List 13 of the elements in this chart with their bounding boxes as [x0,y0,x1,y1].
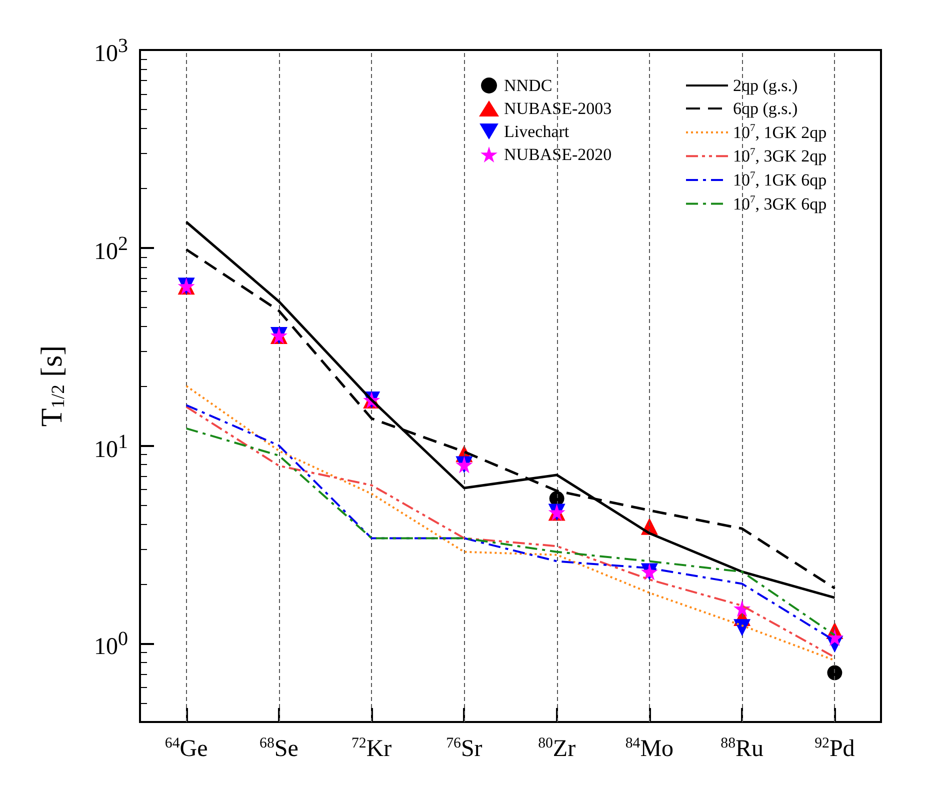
legend-label: 2qp (g.s.) [733,76,798,95]
y-tick-label: 10$^{2}$ [94,232,128,265]
legend-label: NUBASE-2020 [504,145,612,164]
legend-label: NNDC [504,76,552,95]
y-tick-label: 10$^{3}$ [94,35,128,67]
y-axis-title: T1/2 [s] [35,345,69,427]
point [734,619,751,636]
y-tick-label: 10$^{0}$ [94,628,128,660]
legend-label: NUBASE-2003 [504,99,612,118]
legend-label: 6qp (g.s.) [733,99,798,118]
legend-label: Livechart [504,122,570,141]
y-tick-label: 10$^{1}$ [94,430,128,463]
point [827,665,842,680]
